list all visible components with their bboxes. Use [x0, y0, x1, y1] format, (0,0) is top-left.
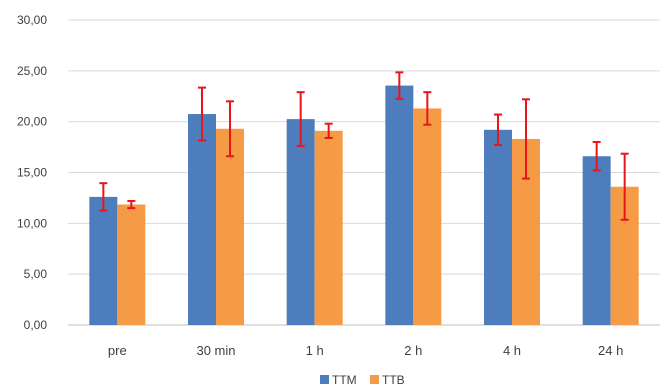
bar-ttm: [286, 119, 315, 325]
legend-swatch-ttb: [370, 375, 379, 384]
legend-label-ttb: TTB: [382, 373, 405, 387]
error-bars: [99, 71, 629, 221]
legend-label-ttm: TTM: [332, 373, 357, 387]
y-tick-label: 15,00: [17, 166, 47, 180]
y-tick-label: 25,00: [17, 64, 47, 78]
bar-ttb: [413, 108, 442, 325]
grid-lines: [68, 19, 660, 326]
y-tick-label: 0,00: [24, 318, 48, 332]
x-category-label: 30 min: [196, 343, 235, 358]
bar-ttb: [117, 204, 146, 325]
x-category-label: 24 h: [598, 343, 623, 358]
x-axis-categories: pre 30 min 1 h 2 h 4 h 24 h: [108, 343, 623, 358]
bar-ttm: [582, 156, 611, 325]
bar-ttm: [188, 114, 216, 326]
y-tick-label: 5,00: [24, 267, 48, 281]
y-tick-label: 20,00: [17, 115, 47, 129]
bar-ttm: [385, 85, 414, 325]
y-axis-ticks: 0,00 5,00 10,00 15,00 20,00 25,00 30,00: [17, 13, 47, 332]
bar-ttb: [216, 128, 244, 325]
x-category-label: 2 h: [404, 343, 422, 358]
y-tick-label: 30,00: [17, 13, 47, 27]
legend-swatch-ttm: [320, 375, 329, 384]
legend: TTM TTB: [320, 373, 405, 387]
bar-ttm: [89, 196, 118, 325]
bar-ttb: [314, 130, 343, 325]
bars: [89, 85, 639, 326]
y-tick-label: 10,00: [17, 216, 47, 230]
x-category-label: 1 h: [306, 343, 324, 358]
bar-ttm: [484, 129, 512, 325]
x-category-label: 4 h: [503, 343, 521, 358]
x-category-label: pre: [108, 343, 127, 358]
